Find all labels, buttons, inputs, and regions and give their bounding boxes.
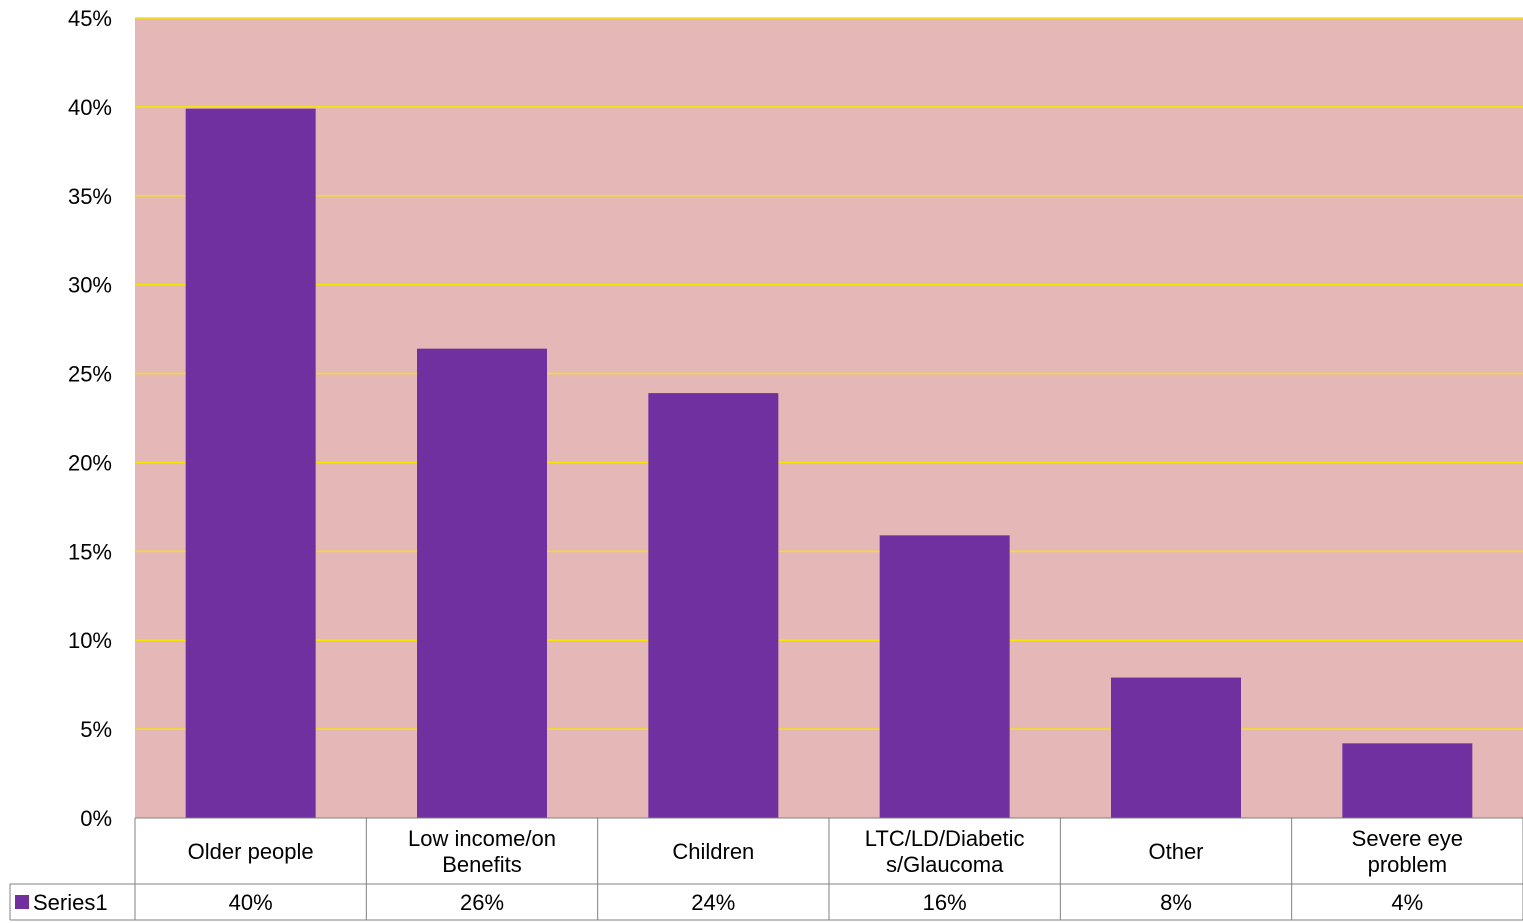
y-tick-label: 10% [68,628,112,653]
data-table-value: 4% [1391,890,1423,915]
data-table-value: 8% [1160,890,1192,915]
y-tick-label: 5% [80,717,112,742]
y-tick-label: 35% [68,184,112,209]
y-axis-ticks: 0% 5% 10% 15% 20% 25% 30% 35% 40% 45% [68,6,112,831]
category-label: LTC/LD/Diabetic s/Glaucoma [865,826,1025,877]
category-label: Severe eye problem [1352,826,1463,877]
data-table-value: 24% [691,890,735,915]
y-tick-label: 45% [68,6,112,31]
y-tick-label: 15% [68,539,112,564]
y-tick-label: 40% [68,95,112,120]
y-tick-label: 20% [68,450,112,475]
category-label: Other [1148,839,1203,864]
bar [1342,743,1473,818]
bar [879,535,1010,818]
data-table-value: 26% [460,890,504,915]
y-tick-label: 30% [68,273,112,298]
category-label: Children [672,839,754,864]
bar [1111,677,1241,818]
data-table: Older people Low income/on Benefits Childre… [9,817,1523,921]
y-tick-label: 25% [68,362,112,387]
plot-area [135,18,1523,818]
gridlines [135,17,1523,730]
legend-swatch [15,895,29,909]
bar [648,393,779,818]
data-table-value: 16% [923,890,967,915]
category-label: Older people [188,839,314,864]
category-label: Low income/on Benefits [408,826,556,877]
bar [417,348,547,818]
y-tick-label: 0% [80,806,112,831]
data-table-value: 40% [229,890,273,915]
bar [185,108,316,818]
bars [185,108,1473,818]
legend-series-name: Series1 [33,890,108,915]
